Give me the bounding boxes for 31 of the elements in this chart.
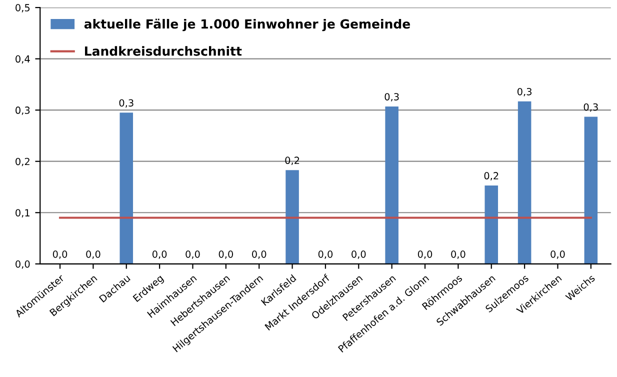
data-label: 0,0 bbox=[186, 250, 200, 259]
data-label: 0,0 bbox=[418, 250, 432, 259]
data-label: 0,3 bbox=[584, 103, 598, 112]
data-label: 0,2 bbox=[484, 172, 498, 180]
y-tick-label: 0,0 bbox=[16, 260, 30, 269]
y-tick-label: 0,2 bbox=[16, 158, 30, 166]
data-label: 0,0 bbox=[86, 250, 100, 259]
y-tick-label: 0,4 bbox=[16, 55, 30, 64]
data-label: 0,3 bbox=[384, 93, 399, 102]
data-label: 0,0 bbox=[451, 250, 466, 259]
legend-label: Landkreisdurchschnitt bbox=[85, 46, 242, 56]
data-label: 0,0 bbox=[318, 250, 333, 259]
data-label: 0,0 bbox=[52, 250, 68, 259]
legend-label: aktuelle Fälle je 1.000 Einwohner je Gemeinde bbox=[84, 18, 410, 32]
data-label: 0,0 bbox=[152, 250, 167, 259]
bar bbox=[120, 112, 134, 264]
bar bbox=[584, 116, 598, 264]
data-label: 0,2 bbox=[285, 156, 300, 166]
data-label: 0,0 bbox=[252, 250, 266, 259]
data-label: 0,0 bbox=[352, 250, 366, 259]
data-label: 0,0 bbox=[550, 250, 565, 259]
data-label: 0,3 bbox=[119, 99, 134, 108]
y-tick-label: 0,5 bbox=[16, 4, 30, 12]
bar bbox=[518, 101, 532, 264]
data-label: 0,3 bbox=[517, 88, 532, 96]
bar bbox=[385, 106, 398, 264]
y-tick-label: 0,3 bbox=[16, 106, 30, 115]
data-label: 0,0 bbox=[218, 250, 234, 259]
y-tick-label: 0,1 bbox=[16, 209, 30, 218]
bar bbox=[286, 170, 299, 264]
bar bbox=[484, 185, 498, 264]
